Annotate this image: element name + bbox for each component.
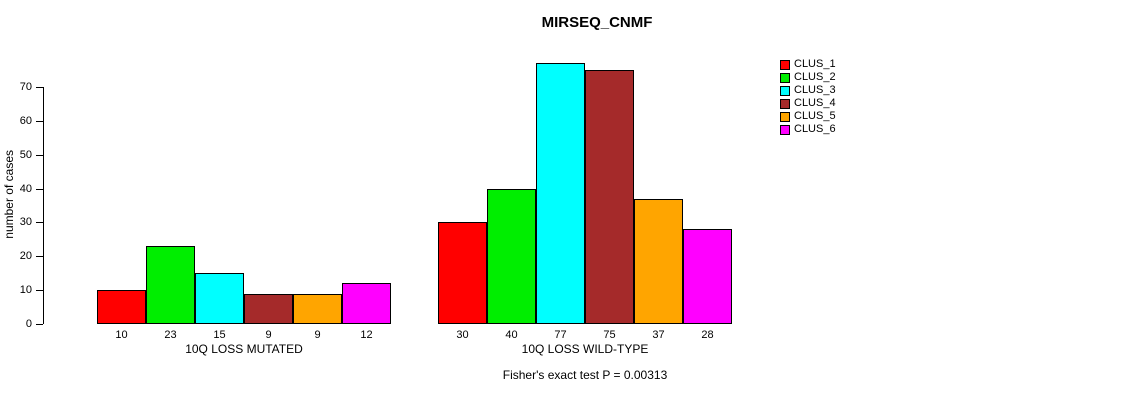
- bar: [585, 70, 634, 324]
- y-axis-tick-label: 10: [19, 284, 32, 297]
- y-axis-tick: [36, 290, 43, 292]
- y-axis-tick-label: 0: [25, 318, 32, 330]
- bar-value-label: 77: [554, 329, 567, 341]
- y-axis-tick: [36, 222, 43, 224]
- chart-title: MIRSEQ_CNMF: [541, 14, 653, 31]
- bar: [683, 229, 732, 324]
- bar: [293, 293, 342, 324]
- bar-value-label: 37: [652, 329, 665, 341]
- legend-item-label: CLUS_2: [794, 71, 836, 83]
- bar: [97, 290, 146, 324]
- bar-value-label: 12: [360, 329, 373, 341]
- legend-swatch-icon: [780, 98, 790, 109]
- legend-item-label: CLUS_4: [794, 97, 836, 109]
- y-axis-tick-label: 40: [19, 182, 32, 195]
- bar-value-label: 30: [456, 329, 469, 341]
- legend-item: CLUS_2: [780, 71, 836, 84]
- x-group-label: 10Q LOSS WILD-TYPE: [521, 342, 649, 356]
- bar: [244, 293, 293, 324]
- legend-swatch-icon: [780, 59, 790, 70]
- y-axis-tick: [36, 256, 43, 258]
- bar: [487, 188, 536, 324]
- legend-swatch-icon: [780, 85, 790, 96]
- y-axis-tick: [36, 87, 43, 88]
- legend-swatch-icon: [780, 111, 790, 122]
- legend-item: CLUS_5: [780, 110, 836, 123]
- bar: [342, 283, 391, 324]
- bar-value-label: 75: [603, 329, 616, 341]
- legend-item-label: CLUS_1: [794, 58, 836, 70]
- y-axis-tick-label: 30: [19, 216, 32, 229]
- y-axis-tick-label: 20: [19, 250, 32, 263]
- legend-item-label: CLUS_3: [794, 84, 836, 96]
- legend-swatch-icon: [780, 124, 790, 135]
- legend-item-label: CLUS_6: [794, 123, 836, 135]
- legend: CLUS_1 CLUS_2 CLUS_3 CLUS_4 CLUS_5 CLUS_6: [780, 58, 836, 136]
- bar-value-label: 10: [115, 329, 128, 341]
- bar-value-label: 40: [505, 329, 518, 341]
- bar: [438, 222, 487, 324]
- legend-item: CLUS_3: [780, 84, 836, 97]
- bar: [146, 246, 195, 324]
- bar-value-label: 15: [213, 329, 226, 341]
- y-axis-line: [43, 87, 44, 324]
- bar-value-label: 23: [164, 329, 177, 341]
- legend-item: CLUS_4: [780, 97, 836, 110]
- y-axis-tick: [36, 120, 43, 122]
- y-axis-tick-label: 60: [19, 114, 32, 127]
- x-group-label: 10Q LOSS MUTATED: [185, 342, 303, 356]
- bar: [536, 63, 585, 324]
- legend-swatch-icon: [780, 72, 790, 83]
- bar-value-label: 28: [701, 329, 714, 341]
- bar: [634, 198, 683, 324]
- bar-value-label: 9: [314, 329, 321, 341]
- y-axis-tick: [36, 154, 43, 156]
- y-axis-tick-label: 70: [19, 81, 32, 93]
- y-axis-tick: [36, 188, 43, 190]
- bar: [195, 273, 244, 324]
- legend-item-label: CLUS_5: [794, 110, 836, 122]
- bar-value-label: 9: [265, 329, 272, 341]
- legend-item: CLUS_1: [780, 58, 836, 71]
- annotation-text: Fisher's exact test P = 0.00313: [502, 368, 668, 382]
- legend-item: CLUS_6: [780, 123, 836, 136]
- y-axis-tick-label: 50: [19, 148, 32, 161]
- y-axis-tick: [36, 324, 43, 325]
